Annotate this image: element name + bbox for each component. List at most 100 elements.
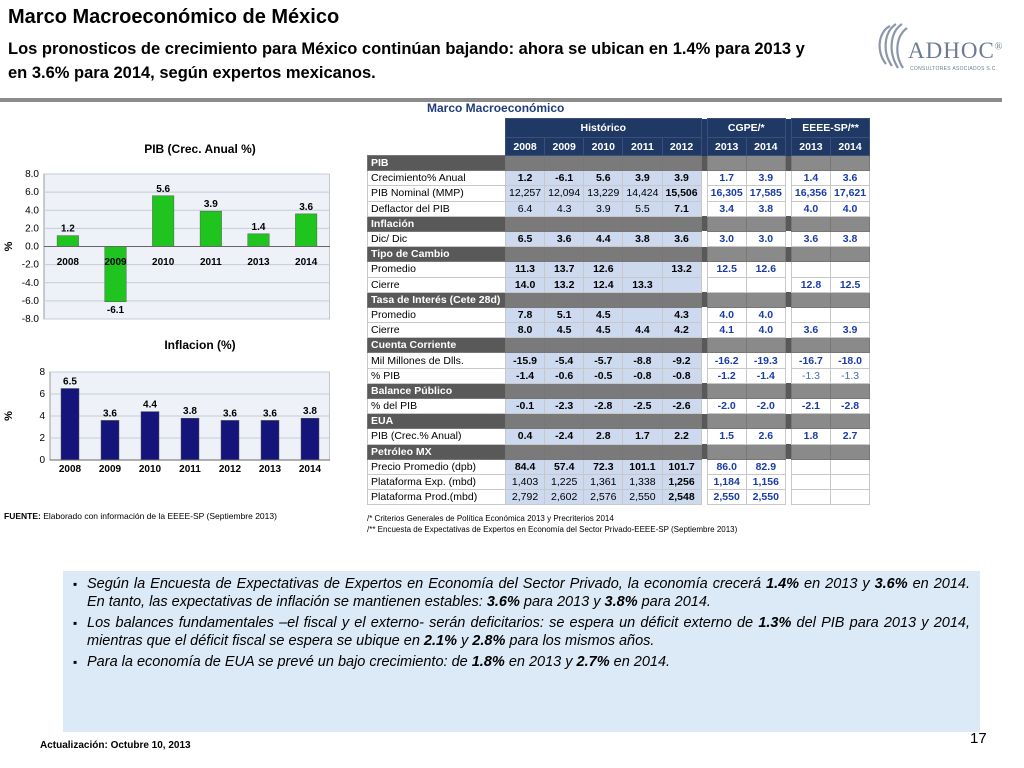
table-cell <box>790 473 832 491</box>
page-number: 17 <box>970 730 987 747</box>
table-cell: -5.4 <box>544 352 585 369</box>
table-cell <box>829 489 871 506</box>
table-cell: -1.2 <box>706 367 747 384</box>
table-cell: 4.4 <box>583 230 624 248</box>
gap <box>701 118 708 138</box>
table-cell: 17,585 <box>745 185 786 202</box>
gap <box>701 231 708 247</box>
table-cell: 11.3 <box>504 261 546 278</box>
y-tick-label: 8.0 <box>25 169 39 180</box>
table-cell: 72.3 <box>583 458 624 475</box>
table-cell: 2.2 <box>661 428 702 445</box>
section-fill <box>661 443 702 460</box>
table-cell: 2.8 <box>583 428 624 445</box>
data-label: 1.4 <box>252 222 266 233</box>
summary-box: Según la Encuesta de Expectativas de Exp… <box>63 571 980 732</box>
section-fill <box>622 443 663 460</box>
section-fill <box>829 215 871 232</box>
table-cell: 4.0 <box>745 306 786 324</box>
table-cell <box>829 306 871 324</box>
table-cell: 4.3 <box>661 306 702 324</box>
table-cell: 4.0 <box>706 306 747 324</box>
section-fill <box>504 413 546 430</box>
table-row: Deflactor del PIB 6.4 4.3 3.9 5.5 7.1 3.4 3.8 4.… <box>367 200 871 217</box>
table-cell: 2,576 <box>583 489 624 506</box>
table-cell: 1.7 <box>706 170 747 187</box>
row-label: Deflactor del PIB <box>367 200 506 217</box>
gap <box>785 292 792 308</box>
x-tick-label: 2010 <box>152 257 175 268</box>
year-header: 2010 <box>583 137 624 156</box>
table-cell: -2.6 <box>661 397 702 415</box>
gap <box>701 474 708 490</box>
section-fill <box>544 443 585 460</box>
section-fill <box>622 413 663 430</box>
section-fill <box>622 154 663 172</box>
bullet-highlight: 3.6% <box>874 576 908 592</box>
y-tick-label: -4.0 <box>22 278 40 289</box>
section-label: Inflación <box>367 215 506 232</box>
gap <box>701 137 708 156</box>
gap <box>701 246 708 262</box>
y-tick-label: 8 <box>39 367 45 378</box>
section-fill <box>661 337 702 354</box>
section-fill <box>622 337 663 354</box>
page-subtitle: Los pronosticos de crecimiento para Méxi… <box>8 40 805 82</box>
bullet-highlight: 1.3% <box>758 614 792 631</box>
year-header: 2008 <box>504 137 546 156</box>
section-fill <box>745 154 786 172</box>
logo-tagline: CONSULTORES ASOCIADOS S.C. <box>910 66 998 72</box>
gap <box>701 428 708 445</box>
table-cell: 3.6 <box>790 322 832 339</box>
gap <box>785 444 792 460</box>
table-cell: 3.6 <box>790 230 832 248</box>
bar <box>199 210 222 247</box>
table-cell: -0.6 <box>544 367 585 384</box>
section-fill <box>745 382 786 400</box>
inflacion-chart-title: Inflacion (%) <box>164 338 236 352</box>
gap <box>785 201 792 217</box>
table-cell: -2.0 <box>706 397 747 415</box>
table-cell: 2,550 <box>745 489 786 506</box>
table-cell: -1.3 <box>790 367 832 384</box>
gap <box>785 413 792 429</box>
table-cell: 5.1 <box>544 306 585 324</box>
data-label: 3.6 <box>103 408 117 419</box>
y-tick-label: 0.0 <box>25 242 39 253</box>
row-label: % PIB <box>367 367 506 384</box>
table-row: % PIB -1.4 -0.6 -0.5 -0.8 -0.8 -1.2 -1.4 -1.3 -1.… <box>367 367 871 384</box>
table-cell: -2.4 <box>544 428 585 445</box>
section-fill <box>661 154 702 172</box>
table-cell: 15,506 <box>661 185 702 202</box>
table-cell: 7.1 <box>661 200 702 217</box>
table-cell: 2,550 <box>706 489 747 506</box>
section-row: Inflación <box>367 215 871 232</box>
inflacion-bar-chart: 8 6 4 2 0% 6.5 2008 3.6 2009 4.4 2010 3.8 2011 3.6 201… <box>3 367 330 475</box>
table-cell: -0.8 <box>661 367 702 384</box>
gap <box>785 261 792 277</box>
section-label: Tasa de Interés (Cete 28d) <box>367 291 506 308</box>
section-fill <box>504 215 546 232</box>
section-label: Balance Público <box>367 382 506 400</box>
table-row: Crecimiento% Anual 1.2 -6.1 5.6 3.9 3.9 1.7 3.9… <box>367 170 871 187</box>
gap <box>785 231 792 247</box>
table-cell: 101.1 <box>622 458 663 475</box>
gap <box>701 352 708 369</box>
table-cell <box>829 473 871 491</box>
table-cell: 4.2 <box>661 322 702 339</box>
gap <box>701 261 708 277</box>
section-row: Petróleo MX <box>367 443 871 460</box>
section-fill <box>504 246 546 263</box>
header-blank <box>367 118 506 138</box>
section-fill <box>745 246 786 263</box>
year-header: 2009 <box>544 137 585 156</box>
table-cell: 1.4 <box>790 170 832 187</box>
bar <box>295 213 318 247</box>
bar <box>180 417 200 461</box>
section-fill <box>504 443 546 460</box>
table-cell: 12.6 <box>583 261 624 278</box>
table-cell: 2,602 <box>544 489 585 506</box>
table-cell: -2.8 <box>583 397 624 415</box>
table-cell: 82.9 <box>745 458 786 475</box>
section-fill <box>622 215 663 232</box>
